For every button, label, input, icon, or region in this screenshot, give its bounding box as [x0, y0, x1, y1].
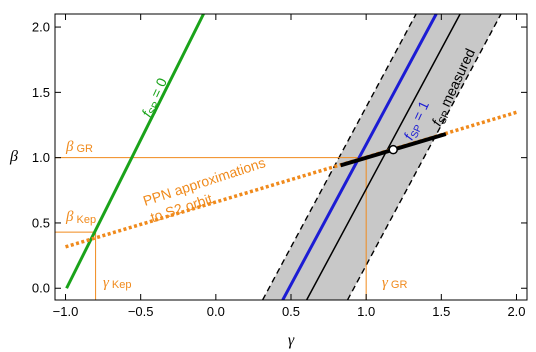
series-line-fsp-1 [281, 14, 438, 300]
series-line-fsp-measured [305, 14, 461, 300]
series-line-ppn-approximation [65, 110, 517, 249]
x-tick-label: 1.0 [357, 304, 375, 319]
x-axis-ticks: −1.0 −0.5 0.0 0.5 1.0 1.5 2.0 [53, 14, 526, 319]
y-axis-title: β [9, 148, 18, 165]
gamma-gr-label: γ GR [382, 275, 407, 291]
beta-kep-label: β Kep [65, 209, 96, 226]
svg-text:fSP = 0: fSP = 0 [138, 75, 173, 120]
band-right-edge [346, 14, 502, 300]
plot-area [55, 14, 517, 300]
gamma-kep-label: γ Kep [103, 275, 132, 291]
beta-gr-label: β GR [65, 139, 93, 155]
fsp0-label: fSP = 0 [138, 75, 173, 120]
y-tick-label: 1.0 [32, 150, 50, 165]
series-line-fsp-0 [65, 14, 205, 289]
y-axis-ticks: 0.0 0.5 1.0 1.5 2.0 [32, 20, 527, 296]
y-tick-label: 0.5 [32, 215, 50, 230]
x-tick-label: 1.5 [432, 304, 450, 319]
x-tick-label: 0.0 [207, 304, 225, 319]
y-tick-label: 2.0 [32, 20, 50, 35]
x-axis-title: γ [288, 332, 295, 349]
x-tick-label: −1.0 [53, 304, 79, 319]
y-tick-label: 0.0 [32, 281, 50, 296]
x-tick-label: 2.0 [507, 304, 525, 319]
measured-point-marker [388, 144, 398, 155]
y-tick-label: 1.5 [32, 85, 50, 100]
x-tick-label: 0.5 [282, 304, 300, 319]
band-left-edge [261, 14, 417, 300]
x-tick-label: −0.5 [128, 304, 154, 319]
ppn-annotation: PPN approximations to S2 orbit [141, 154, 267, 225]
